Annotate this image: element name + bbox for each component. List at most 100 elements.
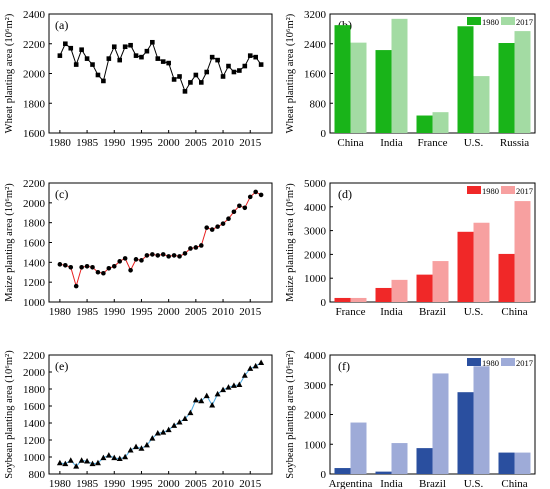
data-point <box>139 258 144 263</box>
data-point <box>220 74 226 79</box>
data-point <box>247 194 253 200</box>
data-point <box>138 445 145 451</box>
y-tick-label: 2400 <box>304 39 327 51</box>
x-tick-label: 2010 <box>212 306 235 318</box>
data-point <box>79 264 84 270</box>
y-tick-label: 1400 <box>23 257 46 269</box>
data-point <box>143 441 150 448</box>
x-category-label: U.S. <box>464 478 484 489</box>
x-category-label: U.S. <box>464 306 484 318</box>
series-line <box>59 362 262 468</box>
x-tick-label: 1990 <box>103 137 126 149</box>
y-axis-label: Wheat planting area (10⁶m²) <box>4 13 15 133</box>
x-tick-label: 1995 <box>130 137 153 149</box>
y-axis-label: Soybean planting area (10⁶m²) <box>285 350 296 479</box>
bar-1980 <box>416 448 433 474</box>
y-tick-label: 2000 <box>304 249 327 261</box>
data-point <box>188 80 193 85</box>
y-tick-label: 1800 <box>23 218 46 230</box>
data-point <box>252 362 259 369</box>
y-tick-label: 0 <box>321 128 327 140</box>
bar-2017 <box>391 443 408 474</box>
data-point <box>122 44 128 50</box>
data-point <box>231 69 237 75</box>
data-point <box>56 459 63 466</box>
bar-1980 <box>375 471 392 474</box>
y-tick-label: 1200 <box>23 435 46 447</box>
data-point <box>84 56 90 61</box>
y-tick-label: 2200 <box>23 350 46 362</box>
y-tick-label: 1800 <box>23 384 46 396</box>
data-point <box>122 256 128 261</box>
x-tick-label: 2015 <box>239 137 262 149</box>
data-point <box>95 72 101 78</box>
data-point <box>94 459 101 466</box>
data-point <box>116 455 123 461</box>
y-tick-label: 2200 <box>23 178 46 190</box>
data-point <box>150 252 155 257</box>
data-point <box>209 227 215 232</box>
x-tick-label: 1980 <box>49 137 72 149</box>
bar-1980 <box>498 43 515 133</box>
bar-1980 <box>416 274 433 302</box>
bar-2017 <box>432 373 449 474</box>
data-point <box>237 203 242 209</box>
data-point <box>215 224 220 229</box>
y-tick-label: 3200 <box>304 9 327 21</box>
data-point <box>182 251 188 256</box>
data-point <box>101 78 106 84</box>
y-tick-label: 4000 <box>304 350 327 362</box>
data-point <box>230 382 237 388</box>
bar-2017 <box>432 261 449 302</box>
bar-2017 <box>432 112 449 133</box>
data-point <box>182 89 188 94</box>
data-point <box>237 68 242 73</box>
panel-label: (c) <box>55 187 68 201</box>
data-point <box>204 69 210 75</box>
x-tick-label: 2010 <box>212 478 235 489</box>
y-axis-label: Maize planting area (10⁶m²) <box>4 183 15 302</box>
data-point <box>155 253 161 258</box>
y-tick-label: 4000 <box>304 202 327 214</box>
y-axis-label: Maize planting area (10⁶m²) <box>285 183 296 302</box>
data-point <box>215 57 220 63</box>
data-point <box>63 41 68 47</box>
data-point <box>133 53 139 58</box>
data-point <box>253 189 258 195</box>
bar-1980 <box>457 231 474 302</box>
data-point <box>253 54 258 60</box>
data-point <box>258 192 264 198</box>
panel-label: (f) <box>338 359 350 373</box>
y-tick-label: 0 <box>321 297 327 309</box>
data-point <box>106 265 112 271</box>
data-point <box>90 62 95 67</box>
y-tick-label: 800 <box>310 98 327 110</box>
data-point <box>154 430 161 436</box>
data-point <box>111 454 118 461</box>
data-point <box>225 384 232 390</box>
bar-1980 <box>375 50 392 133</box>
legend-label: 2017 <box>516 17 533 27</box>
data-point <box>258 359 265 365</box>
data-point <box>171 253 177 258</box>
x-tick-label: 2000 <box>158 137 181 149</box>
data-point <box>117 259 123 264</box>
x-tick-label: 1985 <box>76 306 99 318</box>
data-point <box>177 74 182 79</box>
data-point <box>171 422 178 428</box>
x-category-label: China <box>337 137 363 149</box>
data-point <box>117 57 123 63</box>
x-tick-label: 1990 <box>103 478 126 489</box>
y-tick-label: 3000 <box>304 226 327 238</box>
x-tick-label: 1995 <box>130 306 153 318</box>
data-point <box>122 453 129 460</box>
x-category-label: China <box>501 478 527 489</box>
data-point <box>73 463 80 469</box>
data-point <box>84 264 90 269</box>
data-point <box>149 435 156 441</box>
legend-label: 2017 <box>516 358 533 368</box>
data-point <box>177 254 182 259</box>
data-points <box>57 39 264 94</box>
panel-label: (e) <box>55 359 68 373</box>
legend-swatch <box>501 186 515 194</box>
